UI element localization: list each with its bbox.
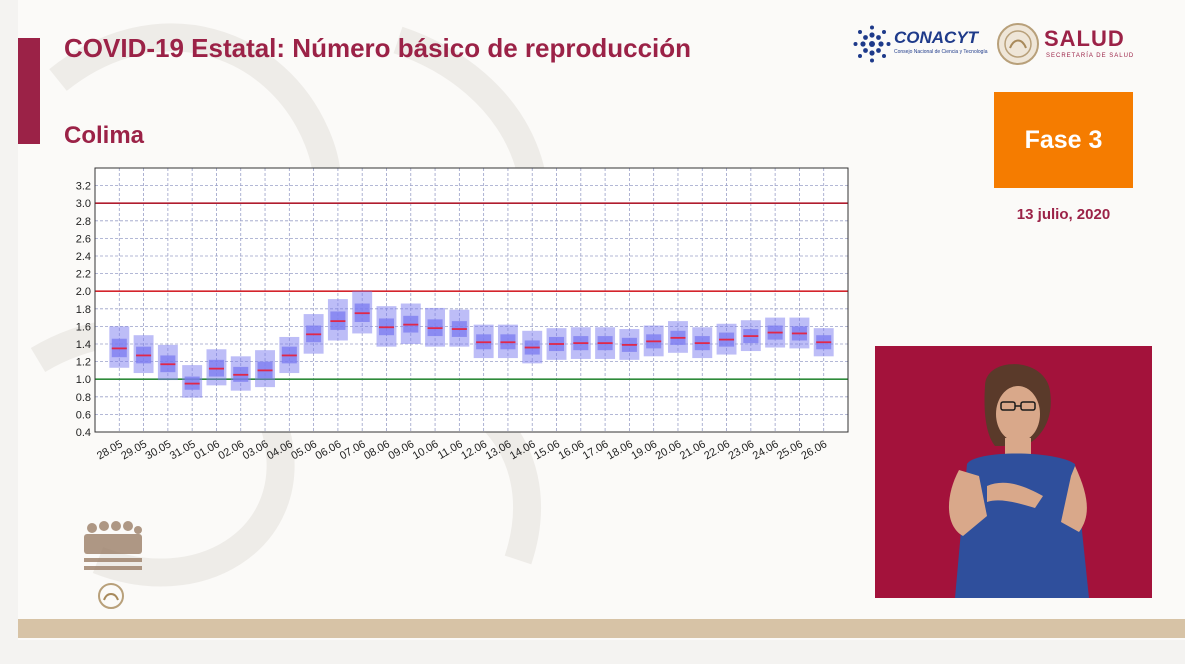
- salud-subtitle: SECRETARÍA DE SALUD: [1046, 53, 1135, 59]
- government-emblem: [84, 521, 142, 609]
- y-tick-label: 2.8: [76, 216, 91, 228]
- plot-frame: [94, 167, 849, 433]
- y-tick-label: 3.2: [76, 181, 91, 193]
- reproduction-number-chart: 0.4 0.6 0.8 1.0 1.2 1.4 1.6 1.8 2.0 2.2 2.4 2.6 2.8 3…: [76, 167, 849, 462]
- salud-logo: SALUD SECRETARÍA DE SALUD: [996, 22, 1146, 66]
- y-tick-label: 1.4: [76, 339, 91, 351]
- y-tick-label: 3.0: [76, 198, 91, 210]
- mexico-seal-icon: [997, 23, 1039, 65]
- phase-badge: Fase 3: [994, 92, 1133, 188]
- report-date: 13 julio, 2020: [1016, 206, 1111, 223]
- accent-bar: [18, 38, 40, 144]
- y-tick-label: 0.4: [76, 427, 91, 439]
- plot-area: [95, 168, 848, 432]
- y-tick-label: 2.6: [76, 233, 91, 245]
- salud-wordmark: SALUD: [1044, 26, 1125, 51]
- y-tick-label: 2.4: [76, 251, 91, 263]
- y-tick-label: 2.2: [76, 269, 91, 281]
- conacyt-emblem-icon: [853, 25, 891, 63]
- x-tick-label: 26.06: [799, 438, 829, 462]
- page-title: COVID-19 Estatal: Número básico de repro…: [64, 33, 692, 63]
- x-tick-label: 11.06: [436, 438, 465, 462]
- bottom-band: [18, 619, 1185, 638]
- y-tick-label: 2.0: [76, 286, 91, 298]
- conacyt-logo: CONACYT Consejo Nacional de Ciencia y Te…: [852, 24, 992, 66]
- conacyt-subtitle: Consejo Nacional de Ciencia y Tecnología: [894, 49, 988, 55]
- sign-language-interpreter-video: [875, 346, 1152, 598]
- state-name: Colima: [64, 122, 145, 149]
- conacyt-wordmark: CONACYT: [894, 28, 979, 47]
- y-tick-label: 1.2: [76, 357, 91, 369]
- y-tick-label: 1.0: [76, 374, 91, 386]
- y-tick-label: 1.8: [76, 304, 91, 316]
- y-tick-label: 0.8: [76, 392, 91, 404]
- y-tick-label: 0.6: [76, 409, 91, 421]
- y-tick-label: 1.6: [76, 321, 91, 333]
